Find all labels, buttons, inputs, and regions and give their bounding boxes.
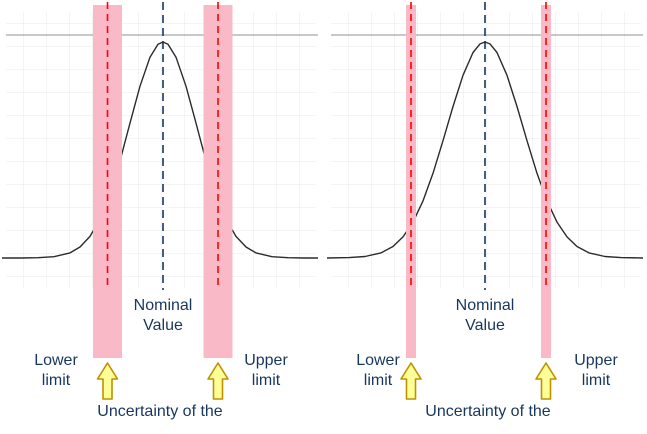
arrow-up-icon — [207, 362, 229, 400]
arrow-up-icon — [535, 362, 557, 400]
upper-limit-band — [541, 5, 551, 358]
lower-limit-label: Lower limit — [34, 352, 78, 389]
uncertainty-label: Uncertainty of the — [425, 403, 551, 420]
right-plot — [326, 2, 644, 400]
lower-limit-band — [93, 5, 122, 358]
left-plot — [2, 2, 318, 400]
grid — [6, 12, 316, 288]
upper-limit-band — [203, 5, 233, 358]
left-panel: Nominal Value Lower limit Upper limit Un… — [0, 0, 322, 434]
nominal-value-label: Nominal Value — [455, 297, 515, 334]
upper-limit-label: Upper limit — [244, 352, 288, 389]
right-panel: Nominal Value Lower limit Upper limit Un… — [325, 0, 647, 434]
grid — [331, 12, 641, 288]
arrow-up-icon — [96, 362, 119, 400]
arrow-up-icon — [400, 362, 422, 400]
lower-limit-band — [406, 5, 416, 358]
uncertainty-label: Uncertainty of the — [97, 403, 223, 420]
lower-limit-label: Lower limit — [356, 352, 400, 389]
nominal-value-label: Nominal Value — [133, 297, 193, 334]
upper-limit-label: Upper limit — [574, 352, 618, 389]
